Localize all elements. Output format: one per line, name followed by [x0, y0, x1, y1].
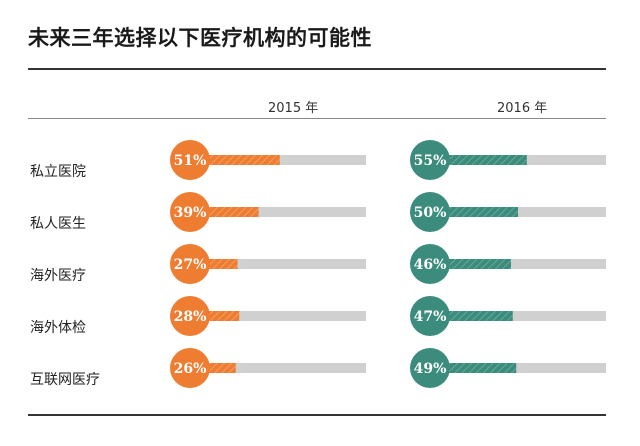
category-label: 私立医院	[30, 164, 86, 180]
data-label: 50%	[414, 205, 447, 221]
series-header-2016: 2016 年	[497, 101, 548, 116]
data-label: 27%	[174, 257, 207, 273]
data-label: 51%	[174, 153, 207, 169]
value-bubble	[410, 296, 450, 336]
value-bubble	[170, 296, 210, 336]
bar-track	[190, 207, 366, 217]
top-divider	[28, 68, 606, 70]
bar-track	[430, 311, 606, 321]
value-bubble	[170, 140, 210, 180]
bar	[430, 311, 513, 321]
value-bubble	[410, 244, 450, 284]
data-label: 55%	[414, 153, 447, 169]
bar-track	[190, 259, 366, 269]
category-label: 海外体检	[30, 320, 86, 336]
data-label: 47%	[414, 309, 447, 325]
bar	[430, 259, 511, 269]
value-bubble	[410, 140, 450, 180]
data-label: 46%	[414, 257, 447, 273]
header-divider	[28, 118, 606, 119]
data-label: 26%	[174, 361, 207, 377]
bar	[430, 207, 518, 217]
bar	[190, 363, 236, 373]
bar-track	[190, 363, 366, 373]
bar-track	[190, 311, 366, 321]
value-bubble	[170, 244, 210, 284]
value-bubble	[170, 348, 210, 388]
value-bubble	[410, 192, 450, 232]
category-label: 互联网医疗	[30, 372, 100, 388]
series-header-2015: 2015 年	[268, 101, 319, 116]
data-label: 28%	[174, 309, 207, 325]
chart-rows: 私立医院 51% 55% 私人医生 39% 50% 海外医疗 27% 46% 海外体检 28% 47%…	[30, 140, 606, 388]
category-label: 海外医疗	[30, 268, 86, 284]
value-bubble	[410, 348, 450, 388]
category-label: 私人医生	[30, 216, 86, 232]
bar	[190, 311, 240, 321]
bar-track	[430, 259, 606, 269]
bar	[190, 259, 238, 269]
chart-title: 未来三年选择以下医疗机构的可能性	[28, 26, 372, 50]
data-label: 49%	[414, 361, 447, 377]
bar	[190, 155, 280, 165]
bar-track	[430, 363, 606, 373]
bar	[430, 363, 517, 373]
bar	[430, 155, 527, 165]
value-bubble	[170, 192, 210, 232]
data-label: 39%	[174, 205, 207, 221]
bottom-divider	[28, 414, 606, 416]
bar	[190, 207, 259, 217]
